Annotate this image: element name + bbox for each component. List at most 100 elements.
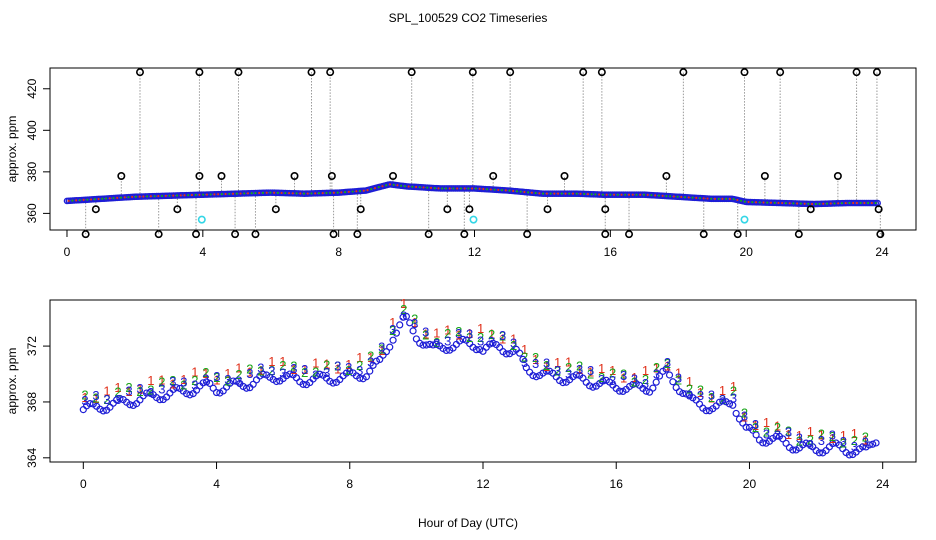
spike-marker — [329, 230, 338, 239]
baseline-overlay-point — [728, 197, 731, 200]
series-2-marker: 2 — [433, 335, 440, 350]
baseline-overlay-point — [280, 191, 283, 195]
series-1-marker: 1 — [81, 390, 88, 405]
series-2-marker: 2 — [246, 361, 253, 376]
baseline-overlay-point — [560, 192, 563, 195]
baseline-overlay-point — [530, 191, 534, 194]
series-2-marker: 2 — [477, 330, 484, 345]
baseline-overlay-point — [448, 187, 451, 190]
series-1-marker: 1 — [653, 360, 660, 375]
series-2-marker: 2 — [466, 330, 473, 345]
series-1-marker: 1 — [532, 352, 539, 367]
baseline-overlay-point — [725, 197, 728, 200]
series-2-marker: 2 — [356, 358, 363, 373]
baseline-overlay-point — [347, 190, 350, 193]
spike-marker — [872, 68, 881, 77]
baseline-overlay-point — [568, 192, 571, 195]
bottom-xtick-label: 24 — [876, 477, 890, 491]
top-xtick-label: 4 — [199, 245, 206, 259]
series-2-marker: 2 — [488, 327, 495, 342]
series-3-marker: 3 — [477, 334, 484, 349]
bottom-ytick-label: 368 — [25, 392, 39, 412]
series-3-marker: 3 — [620, 368, 627, 383]
baseline-overlay-point — [598, 193, 601, 196]
series-3-marker: 3 — [653, 367, 660, 382]
series-3-circle — [426, 340, 434, 348]
cyan-point — [197, 215, 206, 224]
series-3-marker: 3 — [587, 363, 594, 378]
baseline-overlay-point — [89, 198, 93, 201]
series-3-circle — [116, 394, 124, 403]
series-2-marker: 2 — [290, 358, 297, 373]
series-1-marker: 1 — [334, 362, 341, 377]
series-2-marker: 2 — [796, 433, 803, 448]
series-1-marker: 1 — [389, 315, 396, 330]
series-1-marker: 1 — [301, 362, 308, 377]
series-1-marker: 1 — [103, 383, 110, 398]
series-1-marker: 1 — [697, 385, 704, 400]
series-2-marker: 2 — [103, 392, 110, 407]
series-3-circle — [259, 370, 267, 378]
series-3-circle — [386, 343, 394, 351]
baseline-overlay-point — [586, 192, 590, 196]
baseline-overlay-point — [314, 192, 317, 195]
series-3-marker: 3 — [301, 362, 308, 377]
baseline-overlay-point — [243, 192, 246, 195]
series-1-marker: 1 — [730, 379, 737, 394]
baseline-overlay-point — [467, 187, 470, 190]
baseline-overlay-point — [370, 188, 373, 191]
series-3-circle — [86, 400, 94, 408]
series-3-circle — [362, 373, 371, 381]
mid-marker — [389, 172, 398, 181]
baseline-overlay-point — [302, 192, 306, 195]
series-2-marker: 2 — [807, 432, 814, 447]
mid-marker — [833, 172, 842, 181]
baseline-overlay-point — [276, 191, 279, 194]
baseline-overlay-point — [691, 196, 694, 199]
baseline-overlay-point — [273, 191, 276, 194]
baseline-overlay-point — [571, 192, 575, 195]
spike-marker — [307, 68, 316, 77]
baseline-overlay-point — [527, 191, 530, 194]
series-3-circle — [99, 407, 107, 415]
baseline-overlay-point — [497, 188, 500, 192]
baseline-overlay-point — [146, 195, 149, 198]
spike-marker — [407, 68, 416, 77]
series-3-circle — [522, 364, 530, 372]
series-3-marker: 3 — [367, 355, 374, 370]
spike-marker — [699, 230, 708, 239]
series-2-marker: 2 — [642, 372, 649, 387]
series-3-circle — [725, 400, 734, 408]
series-3-circle — [366, 367, 374, 375]
baseline-overlay-point — [381, 185, 384, 188]
baseline-overlay-point — [669, 195, 672, 198]
baseline-overlay-point — [661, 194, 664, 197]
baseline-overlay-point — [583, 192, 586, 196]
baseline-overlay-point — [456, 187, 459, 190]
spike-marker — [679, 68, 688, 77]
series-3-marker: 3 — [862, 434, 869, 449]
series-3-marker: 3 — [697, 388, 704, 403]
baseline-overlay-point — [620, 193, 623, 196]
spike-marker — [794, 230, 803, 239]
series-3-circle — [329, 379, 337, 387]
baseline-overlay-point — [717, 197, 720, 200]
series-3-circle — [615, 387, 624, 395]
series-1-marker: 1 — [631, 370, 638, 385]
series-3-circle — [772, 432, 780, 440]
baseline-overlay-point — [799, 202, 802, 205]
spike-marker — [852, 68, 861, 77]
mid-marker — [662, 172, 671, 181]
baseline-overlay-point — [814, 202, 817, 206]
series-3-circle — [829, 439, 837, 448]
series-1-marker: 1 — [664, 358, 671, 373]
baseline-overlay-point — [209, 193, 212, 196]
series-1-marker: 1 — [708, 391, 715, 406]
series-3-circle — [532, 373, 540, 381]
baseline-overlay-point — [306, 192, 309, 195]
series-3-circle — [142, 389, 151, 397]
series-3-marker: 3 — [455, 326, 462, 341]
baseline-overlay-point — [213, 193, 216, 196]
baseline-overlay-point — [523, 190, 526, 194]
series-2-marker: 2 — [631, 374, 638, 389]
